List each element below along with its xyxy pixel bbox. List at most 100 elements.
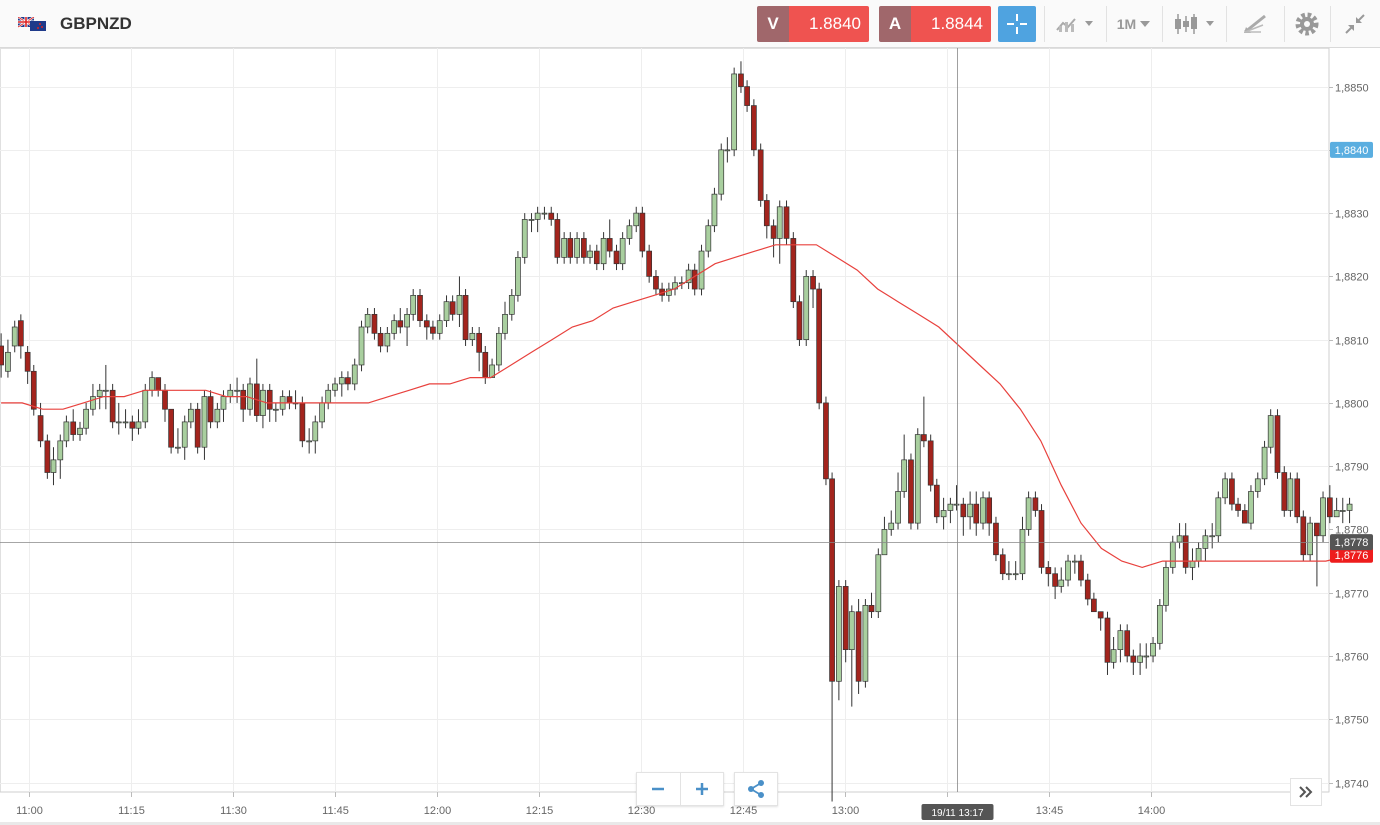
- candle-body: [1143, 655, 1150, 658]
- candle-up: [895, 472, 901, 530]
- candle-up: [436, 314, 443, 340]
- candle-down: [810, 270, 816, 309]
- candle-up: [875, 548, 882, 619]
- candle-body: [711, 193, 718, 227]
- buy-button[interactable]: A 1.8844: [879, 6, 991, 42]
- candle-up: [456, 276, 463, 327]
- candle-body: [698, 250, 705, 290]
- candle-body: [37, 415, 44, 442]
- candle-down: [567, 232, 574, 264]
- price-chart[interactable]: 1,8850 1,8840 1,8830 1,8820 1,8810 1,8800 1,87…: [0, 48, 1380, 825]
- candle-body: [1071, 560, 1078, 563]
- candle-up: [561, 232, 568, 264]
- candle-down: [397, 308, 404, 334]
- candle-body: [901, 459, 908, 492]
- candle-down: [207, 390, 214, 429]
- candle-down: [691, 263, 698, 296]
- candle-body: [810, 276, 816, 290]
- drawing-tools-button[interactable]: [1226, 0, 1284, 48]
- candle-up: [776, 200, 783, 264]
- candle-body: [1267, 415, 1274, 448]
- y-tick-label: 1,8740: [1335, 779, 1369, 791]
- candle-body: [1006, 573, 1012, 576]
- sell-button[interactable]: V 1.8840: [757, 6, 869, 42]
- candle-body: [207, 396, 214, 423]
- candle-up: [1215, 491, 1222, 543]
- candle-body: [528, 219, 535, 221]
- candle-body: [306, 440, 313, 443]
- candle-body: [1229, 478, 1235, 505]
- candle-body: [70, 421, 77, 435]
- candle-body: [260, 389, 266, 416]
- candle-body: [17, 320, 24, 347]
- candle-up: [1019, 516, 1026, 581]
- candle-up: [1169, 535, 1176, 574]
- chart-type-button[interactable]: [1162, 0, 1226, 48]
- candle-down: [770, 219, 777, 258]
- candle-up: [914, 428, 921, 530]
- candle-down: [417, 289, 423, 327]
- candle-down: [973, 491, 980, 536]
- candle-down: [0, 333, 4, 378]
- candle-up: [1012, 561, 1019, 581]
- x-tick-label: 14:00: [1138, 805, 1166, 817]
- candle-body: [214, 408, 221, 423]
- candle-down: [868, 592, 875, 619]
- candle-body: [875, 554, 882, 613]
- candle-down: [1104, 611, 1111, 675]
- zoom-out-button[interactable]: [637, 773, 680, 805]
- candle-body: [1052, 573, 1058, 587]
- chart-area[interactable]: 1,8850 1,8840 1,8830 1,8820 1,8810 1,8800 1,87…: [0, 48, 1380, 825]
- crosshair-time-tag: 19/11 13:17: [931, 808, 984, 819]
- candle-body: [953, 503, 960, 506]
- candle-up: [718, 143, 725, 201]
- candle-down: [1097, 611, 1104, 631]
- candle-body: [548, 212, 555, 220]
- candle-down: [1294, 472, 1301, 524]
- candle-body: [1248, 491, 1254, 524]
- candle-body: [888, 522, 895, 530]
- candle-up: [633, 206, 640, 233]
- scroll-to-end-button[interactable]: [1290, 778, 1322, 806]
- candle-down: [829, 472, 835, 802]
- zoom-in-button[interactable]: [679, 773, 724, 805]
- candle-body: [1307, 522, 1313, 556]
- candle-body: [1195, 548, 1202, 562]
- candle-body: [1326, 497, 1333, 518]
- candle-body: [1254, 478, 1261, 492]
- candle-up: [666, 282, 672, 302]
- crosshair-button[interactable]: [998, 6, 1036, 42]
- candle-up: [260, 383, 266, 429]
- candle-down: [744, 80, 750, 112]
- candle-down: [855, 599, 862, 694]
- candle-up: [77, 421, 83, 441]
- candle-body: [1110, 649, 1117, 663]
- share-button[interactable]: [734, 772, 778, 806]
- timeframe-button[interactable]: 1M: [1106, 0, 1162, 48]
- candle-body: [194, 408, 201, 448]
- candle-down: [30, 364, 37, 416]
- indicators-button[interactable]: [1044, 0, 1106, 48]
- candle-up: [1189, 548, 1196, 581]
- candle-up: [410, 289, 417, 321]
- candle-up: [508, 289, 515, 321]
- candle-up: [1117, 624, 1124, 663]
- settings-button[interactable]: [1284, 0, 1330, 48]
- candle-body: [705, 225, 712, 252]
- x-tick-label: 12:00: [424, 805, 452, 817]
- candle-up: [587, 244, 593, 264]
- candle-body: [626, 225, 633, 239]
- candle-up: [1339, 497, 1346, 524]
- candle-up: [1320, 491, 1326, 543]
- candle-body: [312, 421, 319, 442]
- candle-up: [489, 358, 495, 378]
- candle-body: [77, 427, 83, 435]
- candle-down: [449, 295, 456, 321]
- fullscreen-button[interactable]: [1330, 0, 1380, 48]
- candle-down: [1281, 466, 1288, 517]
- candle-body: [1209, 535, 1216, 538]
- candle-up: [888, 510, 895, 536]
- candle-up: [1248, 485, 1254, 530]
- candle-down: [70, 409, 77, 441]
- plus-icon: [695, 783, 708, 795]
